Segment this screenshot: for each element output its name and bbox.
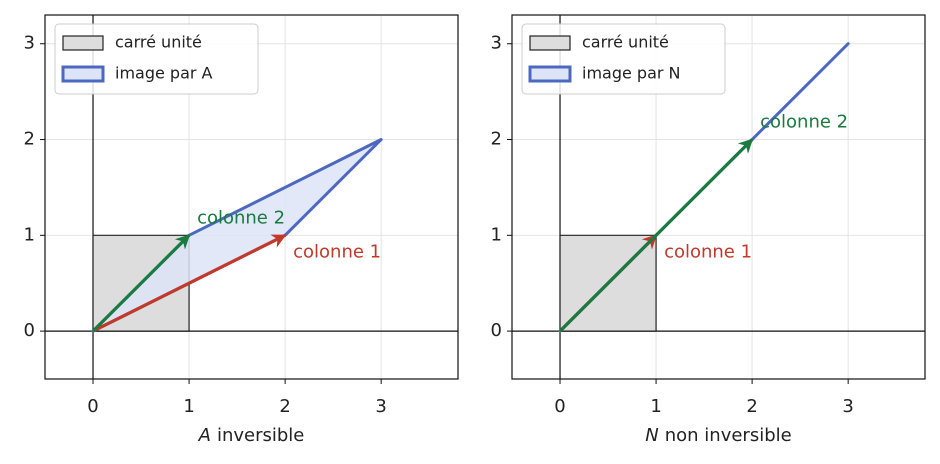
y-tick-label: 3 (491, 33, 502, 54)
plot-frame (44, 14, 459, 380)
vector-arrow (92, 233, 287, 333)
legend-label: image par N (582, 64, 681, 83)
vector-label: colonne 1 (664, 241, 752, 262)
legend-label: image par A (115, 64, 213, 83)
vector-arrow (91, 234, 191, 333)
x-tick-label: 2 (279, 396, 290, 417)
vector-label: colonne 2 (197, 207, 285, 228)
y-tick-label: 0 (491, 320, 502, 341)
legend-swatch (61, 65, 105, 83)
x-tick-label: 1 (650, 396, 661, 417)
y-tick-label: 2 (24, 129, 35, 150)
x-axis-text: non inversible (665, 425, 792, 446)
legend-swatch (529, 35, 571, 51)
vector-arrow (558, 138, 754, 333)
y-tick-label: 2 (491, 129, 502, 150)
x-tick-label: 3 (375, 396, 386, 417)
legend-label: carré unité (582, 33, 669, 52)
x-tick-label: 0 (87, 396, 98, 417)
legend-swatch (62, 35, 104, 51)
plot-frame (511, 14, 926, 380)
x-axis-variable: N (645, 425, 658, 446)
legend-label: carré unité (115, 33, 202, 52)
legend-box (54, 23, 259, 95)
panel: colonne 1 colonne 2 0 1 2 3 0 1 2 3 N non inversibl… (491, 14, 926, 446)
x-tick-label: 1 (183, 396, 194, 417)
y-tick-label: 1 (491, 224, 502, 245)
y-tick-label: 3 (24, 33, 35, 54)
x-axis-variable: A (198, 425, 211, 446)
vector-label: colonne 2 (760, 112, 848, 133)
x-tick-label: 3 (842, 396, 853, 417)
x-tick-label: 0 (554, 396, 565, 417)
x-axis-text: inversible (217, 425, 304, 446)
legend-box (521, 23, 726, 95)
panel: colonne 1 colonne 2 0 1 2 3 0 1 2 3 A inversible car… (24, 14, 459, 446)
vector-label: colonne 1 (293, 241, 381, 262)
legend-swatch (528, 65, 572, 83)
y-tick-label: 1 (24, 224, 35, 245)
y-tick-label: 0 (24, 320, 35, 341)
x-tick-label: 2 (746, 396, 757, 417)
